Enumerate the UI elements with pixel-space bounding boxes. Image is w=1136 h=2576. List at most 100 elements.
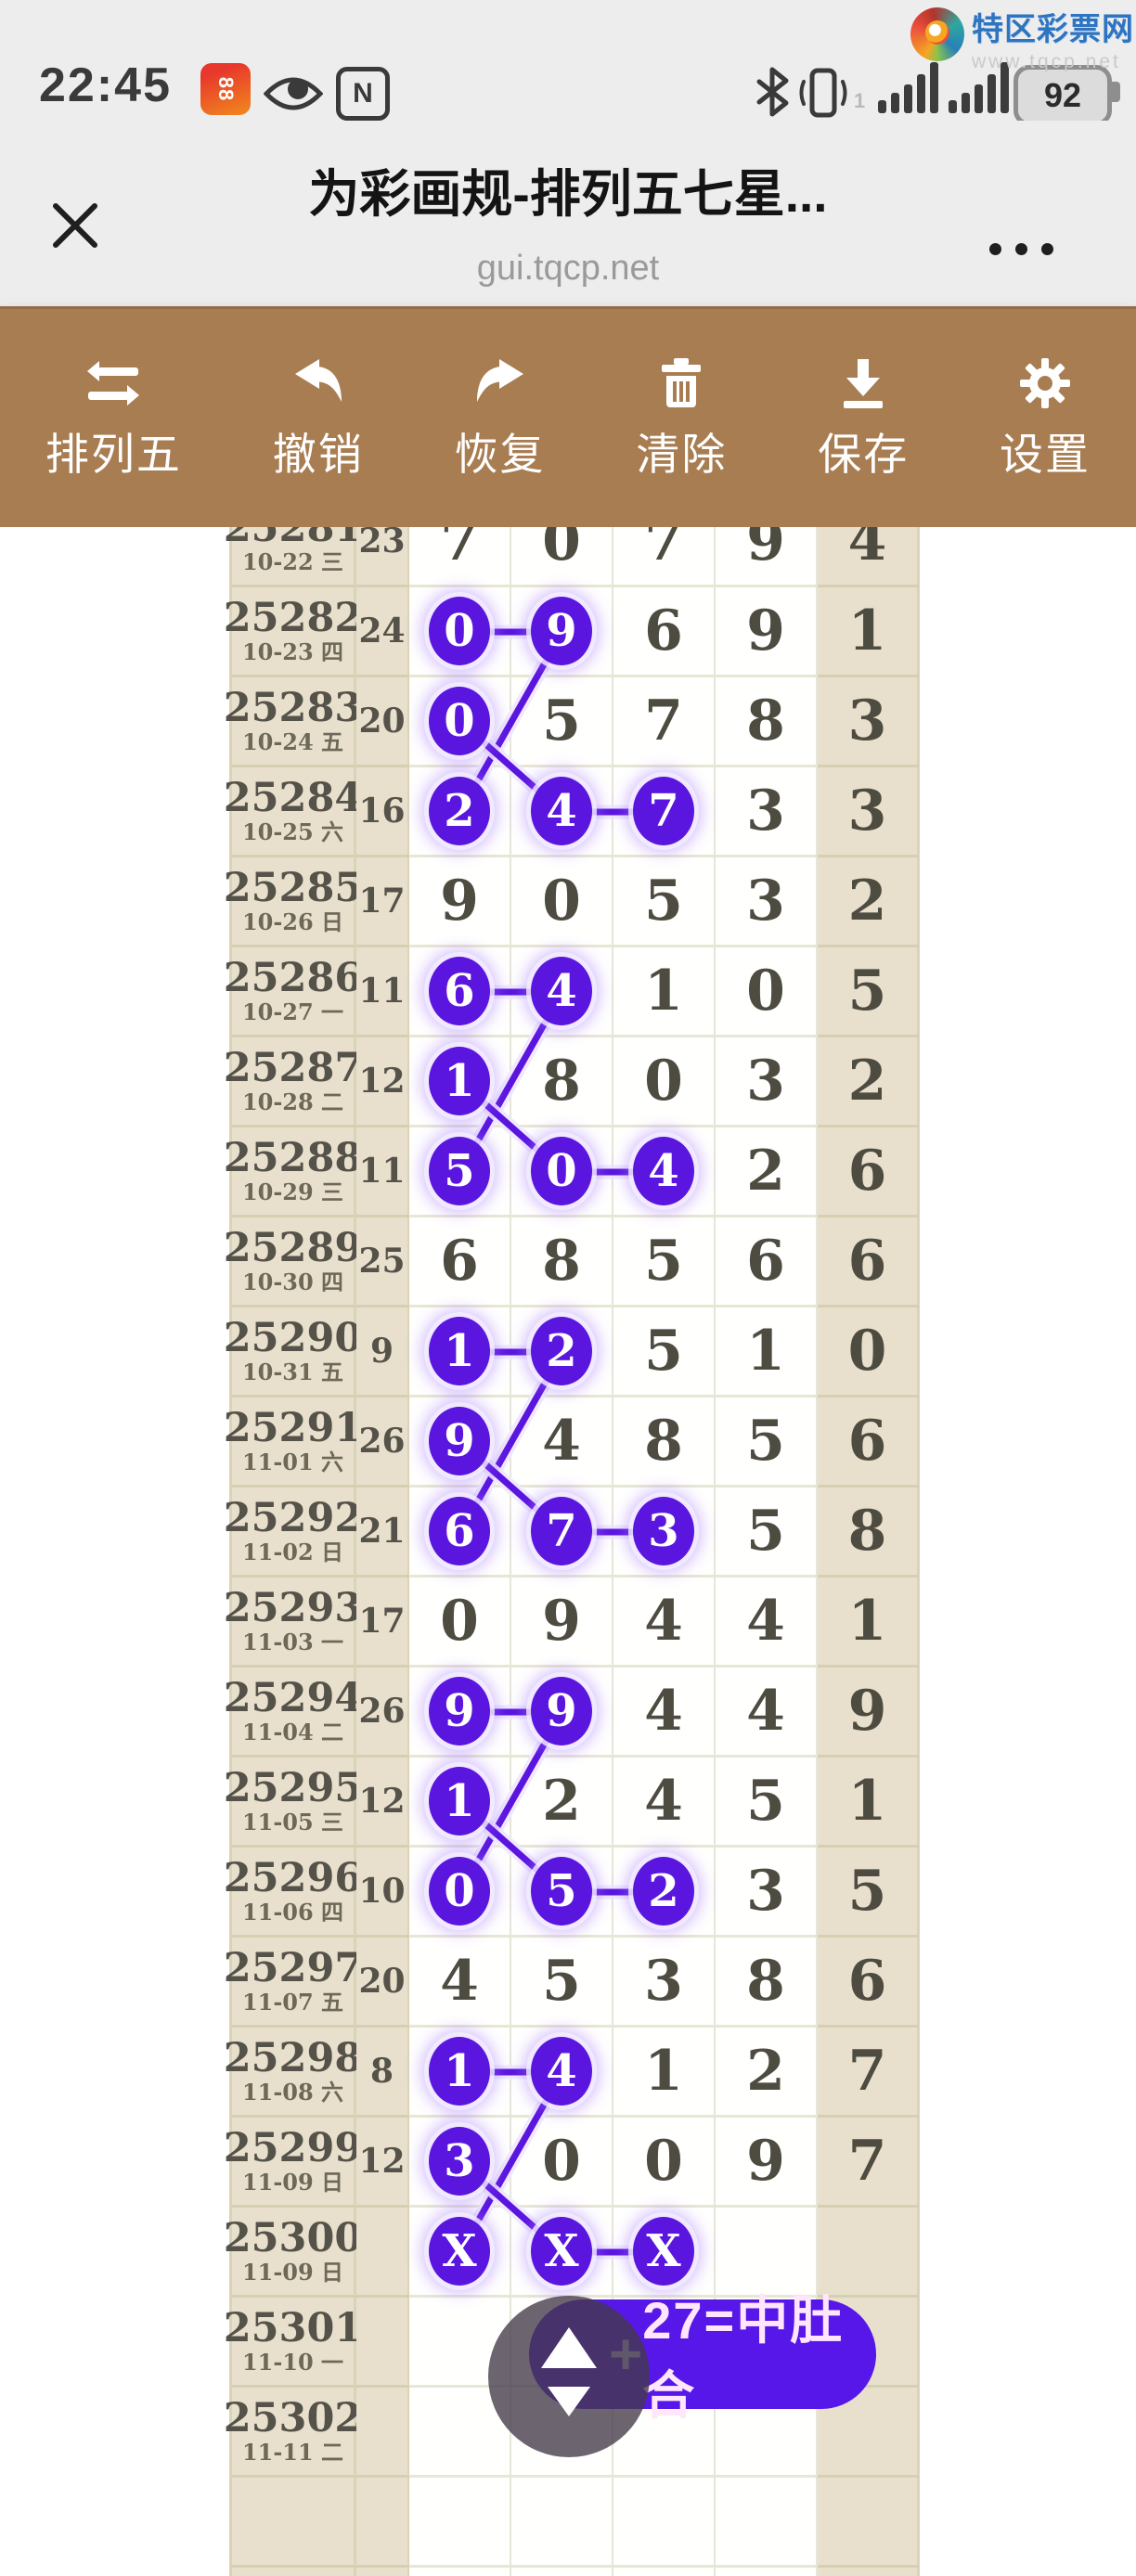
digit-cell[interactable]: 7 — [818, 2028, 920, 2118]
digit-cell[interactable]: 0 — [613, 2118, 716, 2208]
circled-digit[interactable]: 2 — [633, 1857, 694, 1926]
digit-cell[interactable] — [818, 2208, 920, 2298]
digit-cell[interactable]: 5 — [409, 1127, 511, 1217]
digit-cell[interactable]: 0 — [409, 1578, 511, 1668]
digit-cell[interactable]: 6 — [818, 1217, 920, 1307]
digit-cell[interactable]: 4 — [511, 947, 613, 1037]
digit-cell[interactable] — [818, 2478, 920, 2568]
digit-cell[interactable]: 3 — [409, 2118, 511, 2208]
digit-cell[interactable]: 9 — [409, 857, 511, 947]
circled-digit[interactable]: 9 — [429, 1407, 490, 1475]
digit-cell[interactable]: 0 — [409, 677, 511, 767]
digit-cell[interactable]: 4 — [613, 1668, 716, 1758]
digit-value[interactable]: 4 — [746, 1589, 785, 1654]
digit-value[interactable]: 6 — [847, 1409, 887, 1474]
digit-cell[interactable]: 9 — [511, 587, 613, 677]
circled-digit[interactable]: 4 — [531, 957, 592, 1025]
digit-cell[interactable]: 7 — [818, 2118, 920, 2208]
digit-cell[interactable]: 8 — [818, 1488, 920, 1578]
digit-value[interactable]: 4 — [644, 1589, 683, 1654]
circled-digit[interactable]: 2 — [531, 1317, 592, 1385]
digit-cell[interactable]: 5 — [716, 1758, 818, 1848]
digit-cell[interactable]: 6 — [409, 1488, 511, 1578]
digit-value[interactable]: 1 — [644, 959, 683, 1024]
digit-cell[interactable]: X — [409, 2208, 511, 2298]
digit-cell[interactable]: 8 — [716, 1938, 818, 2028]
undo-button[interactable]: 撤销 — [273, 357, 364, 483]
digit-value[interactable]: 5 — [847, 1859, 887, 1924]
digit-value[interactable]: 7 — [440, 527, 479, 573]
digit-cell[interactable]: 8 — [613, 1397, 716, 1488]
circled-digit[interactable]: X — [531, 2217, 592, 2286]
circled-digit[interactable]: 4 — [531, 777, 592, 845]
digit-cell[interactable] — [818, 2388, 920, 2478]
close-icon[interactable] — [48, 199, 102, 252]
digit-cell[interactable] — [716, 2208, 818, 2298]
circled-digit[interactable]: 9 — [531, 597, 592, 665]
digit-cell[interactable]: 5 — [613, 1217, 716, 1307]
digit-cell[interactable]: 4 — [409, 1938, 511, 2028]
circled-digit[interactable]: 7 — [633, 777, 694, 845]
circled-digit[interactable]: 4 — [531, 2037, 592, 2106]
digit-value[interactable]: 0 — [746, 959, 785, 1024]
digit-cell[interactable]: 3 — [613, 1938, 716, 2028]
digit-cell[interactable]: 5 — [818, 947, 920, 1037]
circled-digit[interactable]: 7 — [531, 1497, 592, 1565]
digit-value[interactable]: 4 — [644, 1679, 683, 1744]
digit-cell[interactable]: 1 — [409, 1758, 511, 1848]
digit-cell[interactable]: 7 — [511, 1488, 613, 1578]
digit-value[interactable]: 4 — [644, 1769, 683, 1834]
digit-value[interactable]: 4 — [440, 1949, 479, 2014]
digit-value[interactable]: 3 — [847, 689, 887, 753]
digit-cell[interactable]: 8 — [511, 1037, 613, 1127]
digit-value[interactable]: 7 — [644, 527, 683, 573]
circled-digit[interactable]: 5 — [531, 1857, 592, 1926]
digit-value[interactable]: 5 — [644, 869, 683, 934]
digit-value[interactable]: 1 — [847, 599, 887, 663]
digit-value[interactable]: 9 — [440, 869, 479, 934]
digit-value[interactable]: 6 — [847, 1139, 887, 1204]
digit-cell[interactable]: 8 — [716, 677, 818, 767]
scroll-down-icon[interactable] — [548, 2387, 590, 2416]
digit-value[interactable]: 5 — [746, 1769, 785, 1834]
digit-value[interactable]: 2 — [847, 869, 887, 934]
digit-value[interactable]: 3 — [847, 779, 887, 844]
circled-digit[interactable]: 2 — [429, 777, 490, 845]
digit-value[interactable]: 4 — [542, 1409, 581, 1474]
digit-cell[interactable]: 4 — [818, 527, 920, 587]
digit-cell[interactable]: 6 — [409, 947, 511, 1037]
save-button[interactable]: 保存 — [818, 357, 909, 483]
digit-cell[interactable]: 1 — [613, 947, 716, 1037]
digit-value[interactable]: 9 — [746, 599, 785, 663]
digit-value[interactable]: 3 — [746, 869, 785, 934]
digit-value[interactable]: 3 — [746, 779, 785, 844]
circled-digit[interactable]: 1 — [429, 2037, 490, 2106]
digit-cell[interactable]: 9 — [511, 1578, 613, 1668]
digit-cell[interactable]: 1 — [409, 1037, 511, 1127]
digit-cell[interactable]: 7 — [409, 527, 511, 587]
digit-value[interactable]: 5 — [847, 959, 887, 1024]
digit-cell[interactable]: 6 — [818, 1127, 920, 1217]
circled-digit[interactable]: 1 — [429, 1767, 490, 1835]
settings-button[interactable]: 设置 — [1000, 357, 1091, 483]
digit-value[interactable]: 8 — [644, 1409, 683, 1474]
digit-cell[interactable]: 0 — [409, 587, 511, 677]
digit-cell[interactable]: 9 — [818, 1668, 920, 1758]
digit-value[interactable]: 1 — [644, 2039, 683, 2104]
digit-cell[interactable]: 0 — [716, 947, 818, 1037]
digit-value[interactable]: 2 — [746, 1139, 785, 1204]
circled-digit[interactable]: 6 — [429, 1497, 490, 1565]
digit-cell[interactable]: 9 — [409, 1397, 511, 1488]
digit-value[interactable]: 1 — [847, 1589, 887, 1654]
circled-digit[interactable]: 9 — [429, 1677, 490, 1745]
digit-cell[interactable]: 5 — [716, 1488, 818, 1578]
digit-cell[interactable]: 3 — [818, 677, 920, 767]
digit-cell[interactable]: 0 — [511, 1127, 613, 1217]
circled-digit[interactable]: 3 — [429, 2127, 490, 2196]
digit-value[interactable]: 8 — [542, 1229, 581, 1294]
digit-cell[interactable]: 4 — [511, 1397, 613, 1488]
digit-cell[interactable]: X — [511, 2208, 613, 2298]
digit-value[interactable]: 5 — [746, 1499, 785, 1564]
digit-cell[interactable]: 5 — [511, 1938, 613, 2028]
digit-cell[interactable]: 5 — [818, 1848, 920, 1938]
